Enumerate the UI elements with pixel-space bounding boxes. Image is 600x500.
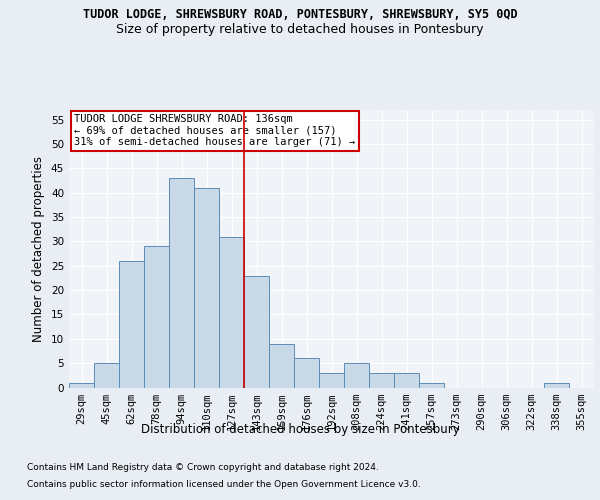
Bar [344, 363, 369, 388]
Bar [544, 382, 569, 388]
Bar [394, 373, 419, 388]
Bar [194, 188, 219, 388]
Bar [294, 358, 319, 388]
Bar [94, 363, 119, 388]
Bar [144, 246, 169, 388]
Text: TUDOR LODGE, SHREWSBURY ROAD, PONTESBURY, SHREWSBURY, SY5 0QD: TUDOR LODGE, SHREWSBURY ROAD, PONTESBURY… [83, 8, 517, 20]
Bar [269, 344, 294, 388]
Bar [69, 382, 94, 388]
Bar [319, 373, 344, 388]
Bar [169, 178, 194, 388]
Bar [369, 373, 394, 388]
Bar [119, 261, 144, 388]
Text: TUDOR LODGE SHREWSBURY ROAD: 136sqm
← 69% of detached houses are smaller (157)
3: TUDOR LODGE SHREWSBURY ROAD: 136sqm ← 69… [74, 114, 355, 148]
Text: Contains public sector information licensed under the Open Government Licence v3: Contains public sector information licen… [27, 480, 421, 489]
Text: Distribution of detached houses by size in Pontesbury: Distribution of detached houses by size … [140, 422, 460, 436]
Bar [244, 276, 269, 388]
Bar [219, 236, 244, 388]
Y-axis label: Number of detached properties: Number of detached properties [32, 156, 46, 342]
Bar [419, 382, 444, 388]
Text: Contains HM Land Registry data © Crown copyright and database right 2024.: Contains HM Land Registry data © Crown c… [27, 462, 379, 471]
Text: Size of property relative to detached houses in Pontesbury: Size of property relative to detached ho… [116, 22, 484, 36]
